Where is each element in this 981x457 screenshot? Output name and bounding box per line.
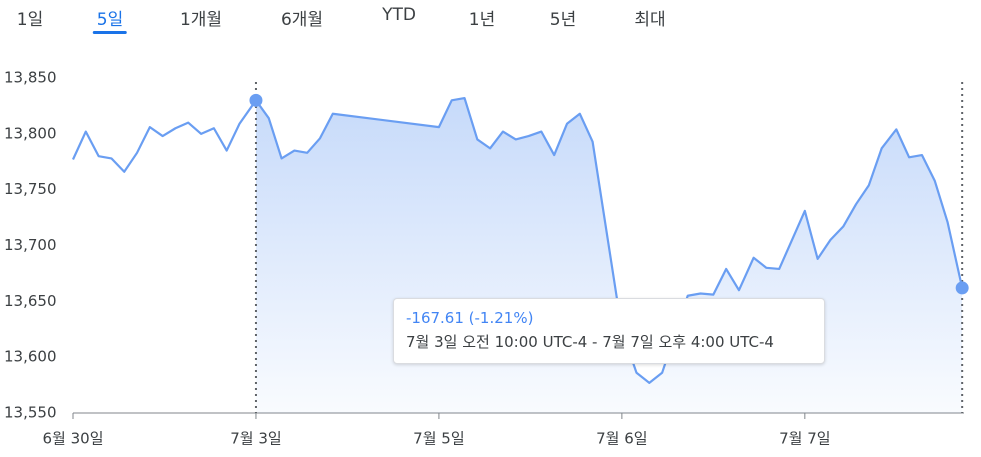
y-tick-label: 13,850 xyxy=(4,69,57,87)
tab-label: 1개월 xyxy=(179,10,223,30)
x-tick-label: 7월 6일 xyxy=(596,430,647,448)
tab-label: 최대 xyxy=(634,10,666,30)
tab-label: 6개월 xyxy=(280,10,324,30)
selection-point xyxy=(955,281,969,295)
range-tab[interactable]: 5일 xyxy=(92,5,128,34)
range-tab[interactable]: 1일 xyxy=(17,5,43,30)
price-line xyxy=(72,97,964,384)
y-tick-label: 13,750 xyxy=(4,180,57,198)
tab-label: YTD xyxy=(382,5,416,25)
tooltip-range: 7월 3일 오전 10:00 UTC-4 - 7월 7일 오후 4:00 UTC… xyxy=(406,333,774,351)
y-tick-label: 13,800 xyxy=(4,124,57,142)
x-tick-label: 6월 30일 xyxy=(43,430,104,448)
range-tab[interactable]: 1년 xyxy=(469,5,495,30)
tab-label: 5일 xyxy=(96,10,124,30)
range-tab[interactable]: 6개월 xyxy=(281,5,323,30)
tab-label: 5년 xyxy=(549,10,577,30)
tooltip: -167.61 (-1.21%) 7월 3일 오전 10:00 UTC-4 - … xyxy=(393,298,825,364)
area xyxy=(255,98,963,413)
range-tab[interactable]: 1개월 xyxy=(180,5,222,30)
x-tick-label: 7월 3일 xyxy=(230,430,281,448)
range-tab[interactable]: 5년 xyxy=(550,5,576,30)
tab-label: 1일 xyxy=(16,10,44,30)
tooltip-change: -167.61 (-1.21%) xyxy=(406,309,534,327)
y-tick-label: 13,600 xyxy=(4,348,57,366)
range-tab[interactable]: 최대 xyxy=(634,5,665,30)
y-tick-label: 13,550 xyxy=(4,404,57,422)
x-tick-label: 7월 7일 xyxy=(779,430,830,448)
tab-label: 1년 xyxy=(468,10,496,30)
x-tick-label: 7월 5일 xyxy=(413,430,464,448)
range-tab[interactable]: YTD xyxy=(382,5,416,25)
y-tick-label: 13,650 xyxy=(4,292,57,310)
y-tick-label: 13,700 xyxy=(4,236,57,254)
selection-point xyxy=(249,93,263,107)
tab-underline xyxy=(92,31,128,34)
range-tabs: 1일 5일 1개월 6개월 YTD 1년 5년 최대 xyxy=(0,0,981,40)
